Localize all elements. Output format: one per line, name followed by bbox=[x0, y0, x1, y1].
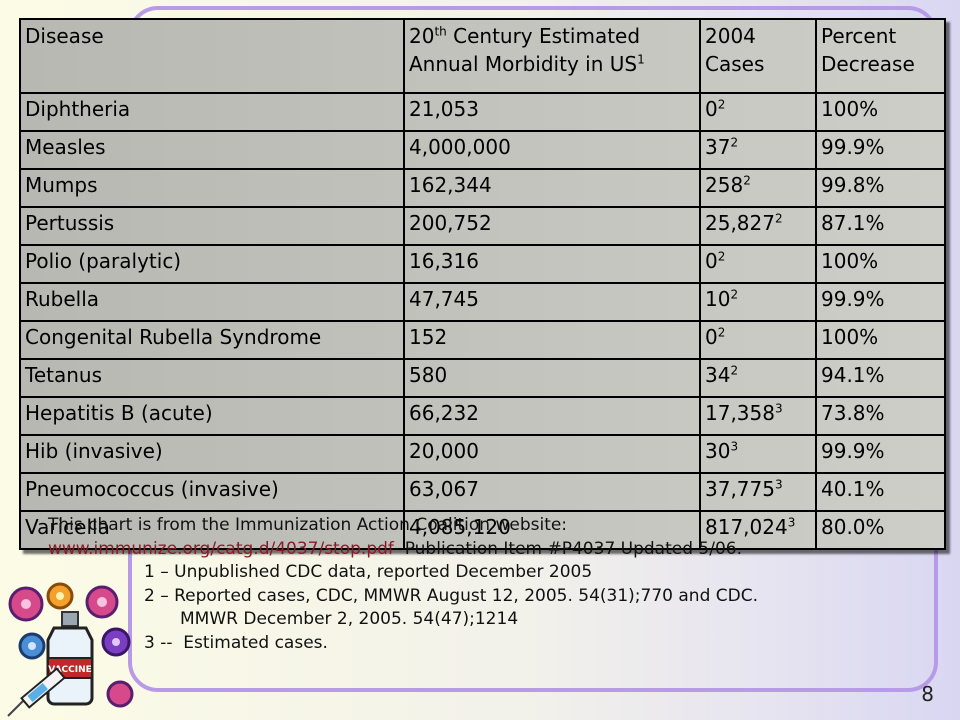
percent-cell: 40.1% bbox=[815, 472, 946, 512]
virus-icon bbox=[106, 680, 134, 708]
table-row: Pertussis 200,752 25,8272 87.1% bbox=[19, 206, 946, 246]
percent-cell: 73.8% bbox=[815, 396, 946, 436]
morbidity-cell: 200,752 bbox=[403, 206, 701, 246]
virus-icon bbox=[46, 582, 74, 610]
virus-icon bbox=[101, 627, 131, 657]
footnote-2: 2 – Reported cases, CDC, MMWR August 12,… bbox=[144, 585, 759, 606]
cases-cell: 372 bbox=[699, 130, 817, 170]
table-row: Varicella 4,085,120 817,0243 80.0% bbox=[19, 510, 946, 550]
footnote-1: 1 – Unpublished CDC data, reported Decem… bbox=[144, 562, 593, 582]
disease-cell: Measles bbox=[19, 130, 405, 170]
cases-footnote-ref: 3 bbox=[730, 439, 739, 454]
header-percent: Percent Decrease bbox=[815, 18, 946, 94]
cases-footnote-ref: 3 bbox=[774, 477, 783, 492]
virus-icon bbox=[18, 632, 46, 660]
virus-icon bbox=[8, 586, 44, 622]
percent-cell: 99.9% bbox=[815, 434, 946, 474]
morbidity-cell: 580 bbox=[403, 358, 701, 398]
disease-cell: Tetanus bbox=[19, 358, 405, 398]
morbidity-cell: 16,316 bbox=[403, 244, 701, 284]
percent-cell: 99.9% bbox=[815, 282, 946, 322]
table-row: Hib (invasive) 20,000 303 99.9% bbox=[19, 434, 946, 474]
morbidity-cell: 4,085,120 bbox=[403, 510, 701, 550]
percent-cell: 99.9% bbox=[815, 130, 946, 170]
morbidity-cell: 63,067 bbox=[403, 472, 701, 512]
disease-cell: Polio (paralytic) bbox=[19, 244, 405, 284]
cases-cell: 02 bbox=[699, 320, 817, 360]
percent-cell: 94.1% bbox=[815, 358, 946, 398]
cases-cell: 2582 bbox=[699, 168, 817, 208]
cases-cell: 17,3583 bbox=[699, 396, 817, 436]
disease-cell: Hepatitis B (acute) bbox=[19, 396, 405, 436]
cases-cell: 02 bbox=[699, 92, 817, 132]
table-row: Rubella 47,745 102 99.9% bbox=[19, 282, 946, 322]
vial-icon: VACCINE bbox=[46, 611, 94, 706]
cases-cell: 25,8272 bbox=[699, 206, 817, 246]
table-row: Measles 4,000,000 372 99.9% bbox=[19, 130, 946, 170]
syringe-icon bbox=[7, 667, 66, 717]
cases-footnote-ref: 2 bbox=[730, 363, 739, 378]
percent-cell: 87.1% bbox=[815, 206, 946, 246]
header-disease: Disease bbox=[19, 18, 405, 94]
cases-footnote-ref: 2 bbox=[730, 135, 739, 150]
table-row: Congenital Rubella Syndrome 152 02 100% bbox=[19, 320, 946, 360]
table-row: Hepatitis B (acute) 66,232 17,3583 73.8% bbox=[19, 396, 946, 436]
cases-footnote-ref: 2 bbox=[730, 287, 739, 302]
table-row: Mumps 162,344 2582 99.8% bbox=[19, 168, 946, 208]
cases-footnote-ref: 2 bbox=[774, 211, 783, 226]
morbidity-cell: 47,745 bbox=[403, 282, 701, 322]
morbidity-cell: 66,232 bbox=[403, 396, 701, 436]
vaccine-table: Disease 20th Century Estimated Annual Mor… bbox=[19, 18, 946, 550]
disease-cell: Mumps bbox=[19, 168, 405, 208]
cases-footnote-ref: 2 bbox=[717, 97, 726, 112]
source-link[interactable]: www.immunize.org/catg.d/4037/stop.pdf bbox=[48, 538, 394, 559]
cases-footnote-ref: 2 bbox=[743, 173, 751, 188]
footnotes: This chart is from the Immunization Acti… bbox=[48, 514, 948, 655]
percent-cell: 100% bbox=[815, 92, 946, 132]
morbidity-cell: 152 bbox=[403, 320, 701, 360]
percent-cell: 100% bbox=[815, 244, 946, 284]
cases-cell: 342 bbox=[699, 358, 817, 398]
table-row: Polio (paralytic) 16,316 02 100% bbox=[19, 244, 946, 284]
percent-cell: 100% bbox=[815, 320, 946, 360]
source-line: This chart is from the Immunization Acti… bbox=[48, 515, 568, 535]
cases-cell: 37,7753 bbox=[699, 472, 817, 512]
table-row: Pneumococcus (invasive) 63,067 37,7753 40.1… bbox=[19, 472, 946, 512]
cases-cell: 817,0243 bbox=[699, 510, 817, 550]
header-morbidity: 20th Century Estimated Annual Morbidity i… bbox=[403, 18, 701, 94]
cases-footnote-ref: 2 bbox=[717, 249, 726, 264]
disease-cell: Rubella bbox=[19, 282, 405, 322]
vial-label: VACCINE bbox=[48, 665, 92, 675]
morbidity-cell: 4,000,000 bbox=[403, 130, 701, 170]
publication-info: Publication Item #P4037 Updated 5/06. bbox=[393, 538, 743, 559]
disease-cell: Pneumococcus (invasive) bbox=[19, 472, 405, 512]
cases-footnote-ref: 3 bbox=[774, 401, 783, 416]
morbidity-cell: 21,053 bbox=[403, 92, 701, 132]
cases-cell: 102 bbox=[699, 282, 817, 322]
morbidity-cell: 20,000 bbox=[403, 434, 701, 474]
percent-cell: 99.8% bbox=[815, 168, 946, 208]
vaccine-clipart-icon: VACCINE bbox=[7, 582, 134, 717]
table-row: Diphtheria 21,053 02 100% bbox=[19, 92, 946, 132]
virus-icon bbox=[85, 585, 119, 619]
cases-cell: 02 bbox=[699, 244, 817, 284]
page-number: 8 bbox=[921, 682, 934, 706]
table-header-row: Disease 20th Century Estimated Annual Mor… bbox=[19, 18, 946, 94]
cases-cell: 303 bbox=[699, 434, 817, 474]
disease-cell: Hib (invasive) bbox=[19, 434, 405, 474]
footnote-3: 3 -- Estimated cases. bbox=[144, 632, 328, 653]
disease-cell: Pertussis bbox=[19, 206, 405, 246]
header-cases: 2004 Cases bbox=[699, 18, 817, 94]
disease-cell: Varicella bbox=[19, 510, 405, 550]
cases-footnote-ref: 3 bbox=[787, 515, 796, 530]
percent-cell: 80.0% bbox=[815, 510, 946, 550]
footnote-2-continued: MMWR December 2, 2005. 54(47);1214 bbox=[180, 609, 519, 629]
table-row: Tetanus 580 342 94.1% bbox=[19, 358, 946, 398]
morbidity-cell: 162,344 bbox=[403, 168, 701, 208]
cases-footnote-ref: 2 bbox=[717, 325, 726, 340]
disease-cell: Congenital Rubella Syndrome bbox=[19, 320, 405, 360]
disease-cell: Diphtheria bbox=[19, 92, 405, 132]
